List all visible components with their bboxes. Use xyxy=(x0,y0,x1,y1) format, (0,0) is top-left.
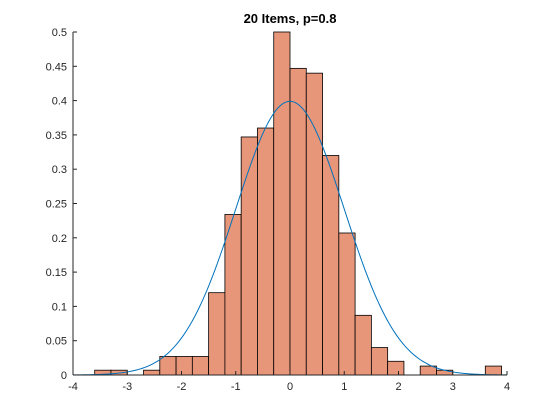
x-tick-label: 1 xyxy=(341,381,347,393)
histogram-bar xyxy=(370,347,389,376)
y-tick-label: 0.05 xyxy=(46,336,67,348)
x-tick-label: -1 xyxy=(231,381,241,393)
x-tick-label: -4 xyxy=(68,381,78,393)
y-tick-label: 0.35 xyxy=(46,130,67,142)
x-tick-label: 2 xyxy=(395,381,401,393)
y-tick-label: 0.1 xyxy=(52,301,67,313)
y-tick-label: 0.5 xyxy=(52,27,67,39)
y-tick-label: 0.4 xyxy=(52,96,67,108)
histogram-bar xyxy=(289,67,307,376)
histogram-bar xyxy=(175,356,193,376)
x-tick-label: -3 xyxy=(122,381,132,393)
chart-title: 20 Items, p=0.8 xyxy=(244,11,337,26)
histogram-bar xyxy=(387,360,405,376)
normal-pdf-line xyxy=(72,100,508,376)
histogram-bar xyxy=(143,369,161,376)
y-tick-label: 0 xyxy=(61,370,67,382)
histogram-bar xyxy=(240,136,258,376)
histogram-bar xyxy=(484,365,502,376)
y-tick-label: 0.25 xyxy=(46,199,67,211)
histogram-bar xyxy=(436,369,454,376)
histogram-bar xyxy=(322,155,340,376)
y-tick-label: 0.2 xyxy=(52,233,67,245)
histogram-bar xyxy=(354,314,372,376)
histogram-bar xyxy=(208,292,226,376)
histogram-bar xyxy=(257,127,275,376)
histogram-bar xyxy=(224,214,242,376)
y-tick-label: 0.3 xyxy=(52,164,67,176)
y-tick-label: 0.15 xyxy=(46,267,67,279)
histogram-bars xyxy=(94,31,502,376)
x-tick-label: 4 xyxy=(504,381,510,393)
x-tick-label: 3 xyxy=(450,381,456,393)
x-tick-label: -2 xyxy=(177,381,187,393)
histogram-bar xyxy=(338,232,356,376)
y-tick-label: 0.45 xyxy=(46,61,67,73)
x-tick-label: 0 xyxy=(287,381,293,393)
normal-curve-layer xyxy=(72,100,508,376)
histogram-bar xyxy=(191,356,210,376)
histogram-bar xyxy=(305,72,323,376)
histogram-bar xyxy=(159,356,177,376)
histogram-bar xyxy=(273,31,291,376)
axes: -4 -3 -2 -1 0 1 2 3 4 0 0.05 0.1 0.15 0.2 0.25 0.3 0.35 0… xyxy=(46,27,510,393)
